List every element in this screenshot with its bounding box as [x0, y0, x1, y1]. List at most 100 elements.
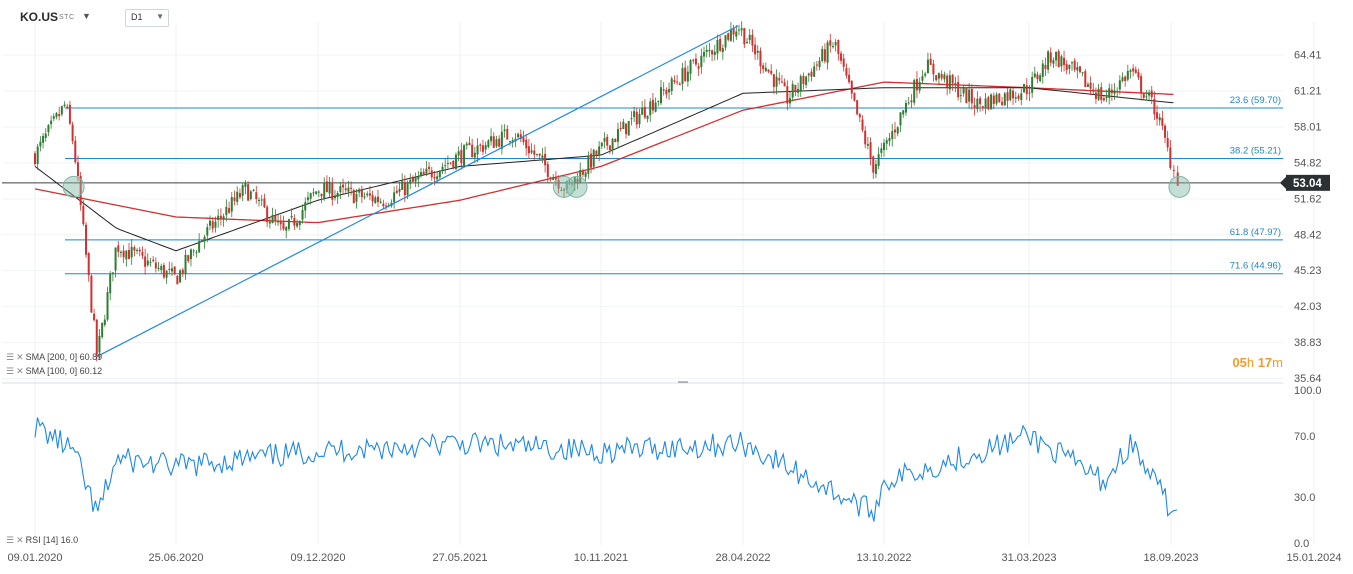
candle-body — [848, 74, 851, 83]
candle-body — [587, 155, 590, 174]
candle-body — [625, 123, 628, 135]
current-price-tag-pointer — [1280, 176, 1286, 189]
candle-body — [981, 106, 984, 108]
candle-body — [1092, 89, 1095, 92]
candle-body — [1009, 89, 1012, 100]
candle-body — [968, 89, 971, 102]
candle-body — [209, 220, 212, 226]
candle-body — [1164, 125, 1167, 138]
candle-body — [517, 133, 520, 138]
candle-body — [1033, 73, 1036, 78]
candle-body — [872, 156, 875, 173]
candle-body — [428, 166, 431, 170]
candle-body — [285, 227, 288, 231]
candle-body — [541, 155, 544, 158]
candle-body — [508, 141, 511, 143]
candle-body — [786, 86, 789, 104]
candle-body — [315, 191, 318, 195]
candle-body — [743, 28, 746, 45]
candle-body — [441, 166, 444, 170]
candle-body — [331, 183, 334, 200]
candle-body — [805, 76, 808, 85]
candle-body — [189, 249, 192, 260]
candle-body — [401, 181, 404, 190]
candle-body — [536, 153, 539, 155]
candle-body — [700, 55, 703, 68]
candle-body — [633, 111, 636, 118]
candle-body — [896, 127, 899, 134]
candle-body — [627, 120, 630, 136]
candle-body — [146, 260, 149, 266]
candle-body — [1073, 60, 1076, 70]
candle-body — [1097, 88, 1100, 100]
candle-body — [770, 70, 773, 74]
candle-body — [87, 253, 90, 276]
candle-body — [584, 172, 587, 177]
instrument-type-label: STC — [59, 14, 75, 21]
close-icon[interactable]: ✕ — [16, 535, 24, 545]
candle-body — [678, 83, 681, 85]
price-tick-label: 45.23 — [1294, 265, 1322, 277]
candle-body — [831, 45, 834, 47]
candle-body — [1017, 95, 1020, 99]
candle-body — [810, 71, 813, 77]
candle-body — [181, 269, 184, 274]
price-tick-label: 42.03 — [1294, 301, 1322, 313]
candle-body — [1023, 84, 1026, 93]
candle-body — [119, 251, 122, 254]
candle-body — [490, 136, 493, 142]
candle-body — [333, 196, 336, 199]
candle-body — [932, 63, 935, 75]
candle-body — [60, 106, 63, 115]
candle-body — [323, 183, 326, 199]
candle-body — [552, 177, 555, 181]
sma100-line — [34, 87, 1174, 252]
candle-body — [590, 153, 593, 168]
time-tick-label: 25.06.2020 — [148, 552, 203, 564]
candle-body — [1041, 63, 1044, 77]
candle-body — [176, 275, 179, 285]
settings-icon[interactable]: ☰ — [6, 352, 15, 362]
candle-body — [168, 268, 171, 270]
candle-body — [759, 50, 762, 67]
close-icon[interactable]: ✕ — [16, 366, 24, 376]
candle-body — [236, 191, 239, 202]
candle-body — [263, 198, 266, 208]
candle-body — [230, 197, 233, 212]
candle-body — [899, 112, 902, 126]
rsi-line — [34, 417, 1178, 522]
candle-body — [222, 216, 225, 220]
candle-body — [1137, 72, 1140, 78]
symbol-dropdown-icon[interactable]: ▼ — [82, 11, 91, 21]
candle-body — [1132, 68, 1135, 72]
candle-body — [643, 106, 646, 118]
candle-body — [279, 221, 282, 225]
candle-body — [885, 140, 888, 144]
candle-body — [366, 193, 369, 196]
timeframe-select[interactable]: D1 ▼ — [125, 9, 169, 27]
candle-body — [55, 113, 58, 118]
candle-body — [247, 184, 250, 201]
candle-body — [959, 95, 962, 97]
candle-body — [358, 189, 361, 193]
candle-body — [778, 78, 781, 81]
settings-icon[interactable]: ☰ — [6, 535, 15, 545]
fib-level-label: 61.8 (47.97) — [1230, 227, 1281, 238]
candle-body — [1094, 92, 1097, 99]
candle-body — [211, 221, 214, 229]
candle-body — [1071, 62, 1074, 64]
close-icon[interactable]: ✕ — [16, 352, 24, 362]
settings-icon[interactable]: ☰ — [6, 366, 15, 376]
candle-body — [638, 113, 641, 125]
candle-body — [976, 98, 979, 110]
candle-body — [1126, 71, 1129, 80]
symbol-label[interactable]: KO.US — [20, 10, 59, 24]
candle-body — [1118, 80, 1121, 90]
candle-body — [219, 215, 222, 218]
candle-body — [1153, 99, 1156, 115]
candle-body — [775, 76, 778, 87]
candle-body — [630, 118, 633, 120]
candle-body — [165, 270, 168, 278]
candle-body — [382, 203, 385, 207]
